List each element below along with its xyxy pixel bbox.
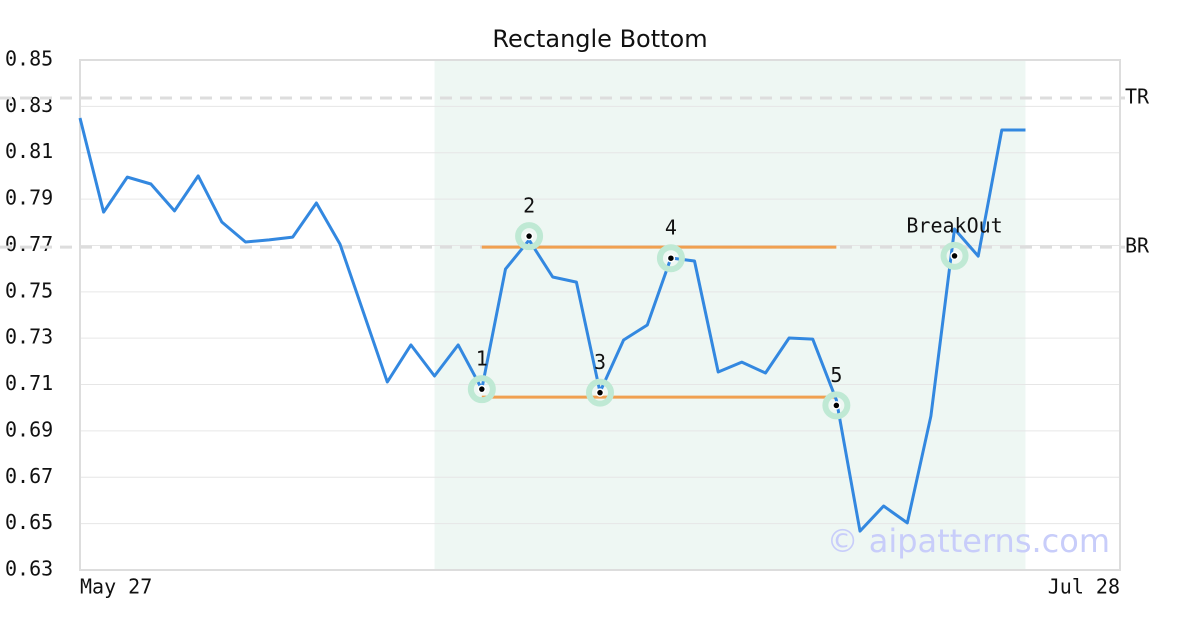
y-tick-label: 0.81 — [5, 139, 53, 163]
y-tick-label: 0.67 — [5, 464, 53, 488]
point-dot — [524, 231, 534, 241]
level-label: TR — [1125, 85, 1150, 109]
point-label: 4 — [665, 216, 677, 240]
point-dot — [950, 251, 959, 261]
point-halo — [467, 375, 496, 404]
point-dot — [666, 253, 676, 263]
point-halo — [515, 222, 544, 251]
point-halo — [822, 391, 851, 420]
point-halo — [586, 378, 614, 407]
y-tick-label: 0.79 — [5, 186, 53, 210]
point-label: BreakOut — [906, 213, 1002, 237]
point-label: 3 — [594, 350, 606, 374]
x-tick-label: May 27 — [80, 575, 152, 599]
level-label: BR — [1125, 234, 1150, 258]
y-tick-label: 0.85 — [5, 47, 53, 71]
chart-title: Rectangle Bottom — [492, 25, 707, 53]
point-label: 1 — [476, 347, 488, 371]
watermark: © aipatterns.com — [827, 522, 1110, 560]
pattern-region — [434, 60, 1026, 570]
y-tick-label: 0.75 — [5, 278, 53, 302]
point-label: 2 — [523, 194, 535, 218]
x-tick-label: Jul 28 — [1048, 575, 1120, 599]
point-dot — [832, 401, 841, 410]
plot-frame — [79, 59, 1121, 571]
point-halo — [940, 241, 969, 270]
y-tick-label: 0.69 — [5, 417, 53, 441]
y-tick-label: 0.77 — [5, 232, 53, 256]
point-halo — [656, 244, 685, 273]
point-label: 5 — [830, 363, 842, 387]
point-dot — [477, 384, 487, 394]
y-tick-label: 0.65 — [5, 510, 53, 534]
point-dot — [595, 388, 605, 397]
price-line — [78, 117, 1026, 533]
y-tick-label: 0.63 — [5, 557, 53, 581]
y-tick-label: 0.83 — [5, 93, 53, 117]
y-tick-label: 0.73 — [5, 325, 53, 349]
y-tick-label: 0.71 — [5, 371, 53, 395]
